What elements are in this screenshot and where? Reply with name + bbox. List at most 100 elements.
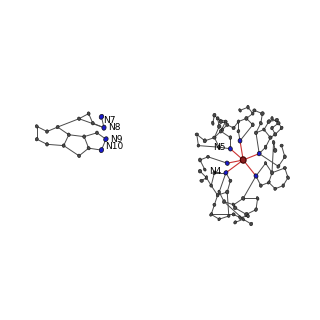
Ellipse shape [218,190,220,194]
Ellipse shape [195,133,198,136]
Ellipse shape [260,112,264,116]
Ellipse shape [212,121,214,125]
Ellipse shape [62,144,65,147]
Ellipse shape [263,128,265,131]
Ellipse shape [226,190,229,194]
Ellipse shape [35,138,38,141]
Ellipse shape [259,184,262,187]
Ellipse shape [104,137,108,142]
Ellipse shape [269,136,272,139]
Ellipse shape [238,139,242,143]
Ellipse shape [225,161,229,165]
Ellipse shape [247,214,249,218]
Ellipse shape [213,171,216,175]
Ellipse shape [252,112,254,115]
Ellipse shape [237,120,240,123]
Ellipse shape [210,184,212,187]
Ellipse shape [228,147,232,151]
Ellipse shape [259,122,262,125]
Ellipse shape [213,136,216,139]
Ellipse shape [240,157,246,163]
Ellipse shape [218,146,220,149]
Ellipse shape [252,123,254,127]
Ellipse shape [271,126,273,130]
Ellipse shape [99,148,104,153]
Ellipse shape [274,187,276,190]
Ellipse shape [282,184,284,187]
Ellipse shape [91,122,94,125]
Ellipse shape [205,176,208,180]
Ellipse shape [232,213,235,216]
Ellipse shape [267,120,271,124]
Ellipse shape [242,218,244,221]
Ellipse shape [257,151,261,156]
Ellipse shape [242,196,245,200]
Ellipse shape [254,208,258,212]
Ellipse shape [87,147,90,150]
Ellipse shape [213,203,216,206]
Ellipse shape [222,200,226,204]
Ellipse shape [237,130,240,133]
Ellipse shape [67,133,70,136]
Ellipse shape [218,124,221,128]
Ellipse shape [245,116,248,120]
Ellipse shape [219,120,222,124]
Ellipse shape [83,135,86,138]
Ellipse shape [272,140,275,144]
Ellipse shape [232,126,235,130]
Ellipse shape [95,131,99,134]
Ellipse shape [239,109,241,112]
Ellipse shape [197,144,200,147]
Ellipse shape [283,155,286,159]
Ellipse shape [200,179,203,182]
Ellipse shape [198,169,202,173]
Ellipse shape [45,143,49,146]
Ellipse shape [254,131,258,134]
Ellipse shape [250,222,253,226]
Ellipse shape [218,218,220,221]
Ellipse shape [207,155,209,158]
Ellipse shape [277,122,280,125]
Ellipse shape [239,216,241,220]
Ellipse shape [271,116,273,120]
Text: N8: N8 [108,123,120,132]
Text: N10: N10 [105,142,124,151]
Ellipse shape [270,171,274,175]
Ellipse shape [226,123,229,126]
Ellipse shape [277,164,280,168]
Ellipse shape [99,114,104,119]
Ellipse shape [280,126,283,130]
Ellipse shape [213,113,216,117]
Ellipse shape [216,194,219,197]
Ellipse shape [77,154,81,157]
Ellipse shape [234,206,237,210]
Ellipse shape [274,148,277,152]
Ellipse shape [198,158,202,162]
Ellipse shape [234,221,237,224]
Ellipse shape [256,196,259,200]
Ellipse shape [274,133,277,136]
Ellipse shape [210,212,213,216]
Ellipse shape [232,203,235,207]
Text: N5: N5 [213,143,226,152]
Ellipse shape [275,118,278,122]
Ellipse shape [220,129,222,133]
Ellipse shape [224,120,227,123]
Ellipse shape [245,212,248,216]
Ellipse shape [87,112,90,115]
Ellipse shape [264,162,267,165]
Ellipse shape [254,174,258,178]
Ellipse shape [221,128,224,131]
Ellipse shape [229,136,232,140]
Ellipse shape [45,130,49,133]
Ellipse shape [229,179,232,182]
Ellipse shape [102,125,106,130]
Ellipse shape [224,171,228,175]
Ellipse shape [228,215,230,217]
Ellipse shape [267,181,270,184]
Text: N7: N7 [103,116,116,124]
Ellipse shape [56,125,59,129]
Ellipse shape [203,139,206,143]
Ellipse shape [204,168,206,171]
Ellipse shape [280,144,283,147]
